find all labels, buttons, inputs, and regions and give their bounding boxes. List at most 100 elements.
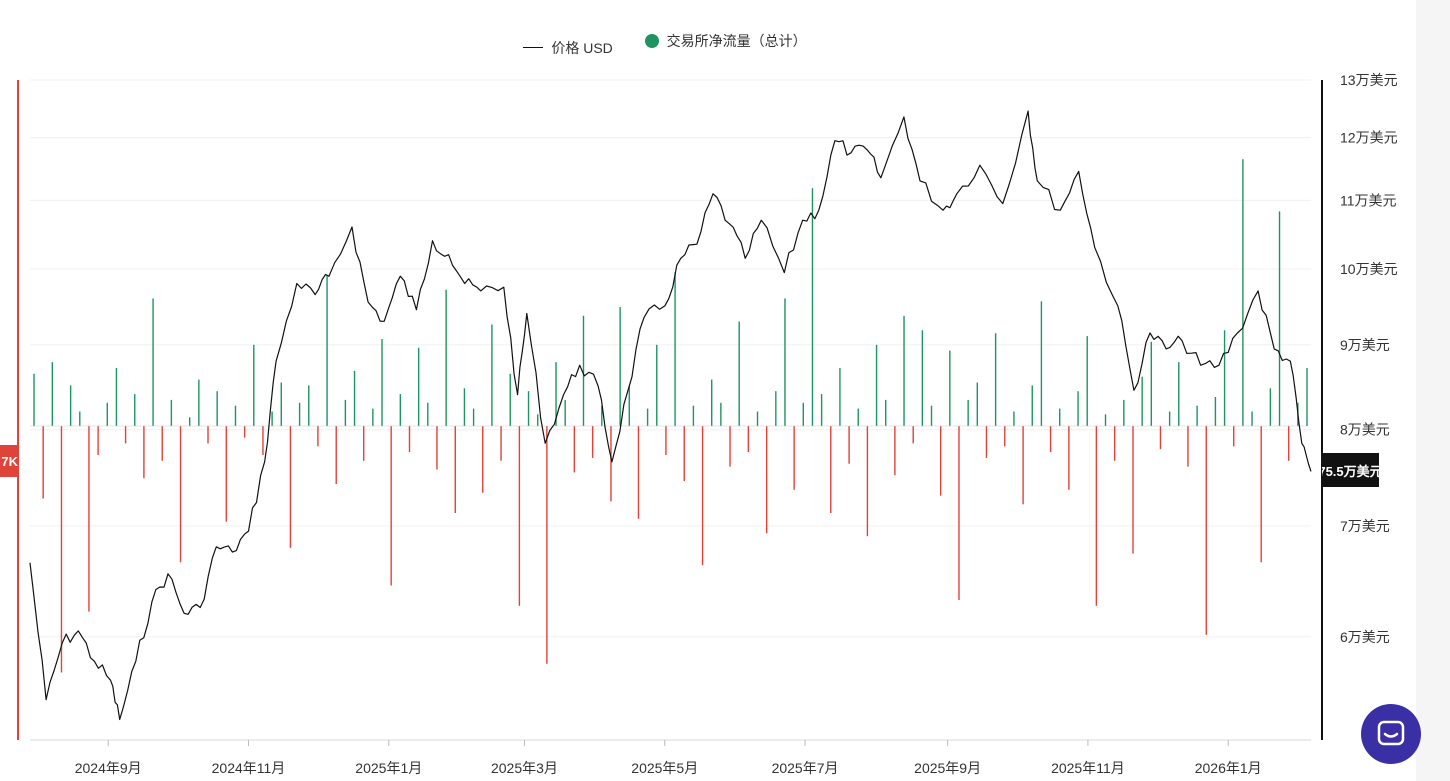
x-tick-label: 2025年1月	[355, 760, 422, 776]
inflow-bar	[106, 402, 108, 426]
inflow-bar	[967, 399, 969, 426]
inflow-bar	[1168, 411, 1171, 426]
inflow-bar	[234, 405, 237, 426]
inflow-bar	[170, 399, 173, 426]
inflow-bar	[1031, 385, 1033, 426]
outflow-bar	[912, 426, 914, 444]
x-tick-label: 2026年1月	[1195, 760, 1262, 776]
y-tick-label: 12万美元	[1340, 130, 1398, 146]
inflow-bar	[1104, 414, 1107, 426]
outflow-bar	[518, 426, 521, 606]
outflow-bar	[1004, 426, 1006, 447]
inflow-bar	[820, 394, 823, 426]
x-tick-label: 2025年9月	[914, 760, 981, 776]
inflow-bar	[188, 417, 191, 426]
outflow-bar	[335, 426, 337, 484]
x-tick-label: 2024年11月	[212, 760, 286, 776]
outflow-bar	[1287, 426, 1290, 461]
outflow-bar	[848, 426, 850, 464]
outflow-bar	[88, 426, 90, 612]
y-tick-label: 10万美元	[1340, 261, 1398, 277]
outflow-bar	[207, 426, 209, 444]
inflow-bar	[445, 289, 447, 426]
inflow-bar	[775, 391, 777, 426]
legend-price[interactable]: 价格 USD	[523, 38, 613, 58]
outflow-bar	[262, 426, 264, 455]
inflow-bar	[994, 333, 997, 426]
outflow-bar	[894, 426, 896, 476]
inflow-bar	[1178, 362, 1180, 426]
outflow-bar	[390, 426, 392, 586]
inflow-bar	[353, 370, 356, 426]
inflow-bar	[271, 411, 273, 426]
outflow-bar	[765, 426, 768, 534]
outflow-bar	[591, 426, 594, 458]
inflow-bar	[756, 411, 759, 426]
outflow-bar	[546, 426, 548, 664]
inflow-bar	[491, 324, 493, 426]
inflow-bar	[949, 350, 951, 426]
inflow-bar	[298, 402, 301, 426]
y-tick-label: 9万美元	[1340, 337, 1390, 353]
outflow-bar	[317, 426, 319, 447]
price-line	[29, 110, 1312, 721]
outflow-bar	[1068, 426, 1070, 490]
inflow-bar	[308, 385, 310, 426]
outflow-bar	[1049, 426, 1052, 453]
inflow-bar	[711, 379, 713, 426]
inflow-bar	[198, 379, 200, 426]
outflow-bar	[701, 426, 704, 566]
inflow-bar	[628, 385, 630, 426]
y-tick-label: 11万美元	[1340, 192, 1397, 208]
y-tick-label: 6万美元	[1340, 629, 1390, 645]
legend-flow[interactable]: 交易所净流量（总计）	[644, 31, 807, 51]
inflow-bar	[811, 188, 814, 426]
inflow-bar	[839, 368, 841, 426]
outflow-bar	[683, 426, 685, 482]
inflow-bar	[1077, 391, 1079, 426]
inflow-bar	[399, 394, 402, 426]
inflow-bar	[885, 399, 887, 426]
outflow-bar	[830, 426, 832, 513]
inflow-bar	[381, 339, 383, 426]
left-badge-text: 7K	[1, 453, 18, 469]
legend-price-label: 价格 USD	[551, 39, 613, 56]
inflow-bar	[784, 298, 786, 426]
inflow-bar	[69, 385, 72, 426]
x-tick-label: 2025年3月	[491, 760, 558, 776]
inflow-bar	[692, 405, 695, 426]
inflow-bar	[472, 408, 475, 426]
outflow-bar	[1159, 426, 1162, 450]
outflow-bar	[243, 426, 246, 438]
outflow-bar	[143, 426, 145, 479]
inflow-bar	[720, 402, 722, 426]
outflow-bar	[637, 426, 640, 519]
inflow-bar	[372, 408, 374, 426]
inflow-bar	[656, 344, 658, 426]
outflow-bar	[408, 426, 411, 453]
inflow-bar	[326, 275, 328, 426]
inflow-bar	[619, 307, 621, 426]
inflow-bar	[1141, 376, 1143, 426]
chart-area: 13万美元 12万美元 11万美元 10万美元 9万美元 8万美元 7万美元 6万美元 2024…	[17, 72, 1398, 776]
inflow-bar	[344, 399, 347, 426]
inflow-bar	[1223, 330, 1226, 426]
outflow-bar	[97, 426, 99, 455]
outflow-bar	[482, 426, 484, 493]
inflow-bar	[427, 402, 429, 426]
x-tick-label: 2025年5月	[631, 760, 698, 776]
inflow-bar	[738, 321, 740, 426]
outflow-bar	[1260, 426, 1262, 563]
inflow-bar	[564, 399, 566, 426]
inflow-bar	[976, 382, 979, 426]
outflow-bar	[161, 426, 163, 461]
chat-button[interactable]	[1361, 704, 1421, 764]
outflow-bar	[1233, 426, 1235, 447]
chat-icon	[1377, 720, 1405, 746]
outflow-bar	[747, 426, 750, 453]
inflow-bar	[582, 315, 585, 426]
inflow-bar	[921, 330, 924, 426]
price-line-swatch	[523, 47, 544, 48]
scrollbar-track[interactable]	[1416, 0, 1450, 781]
outflow-bar	[1187, 426, 1189, 467]
